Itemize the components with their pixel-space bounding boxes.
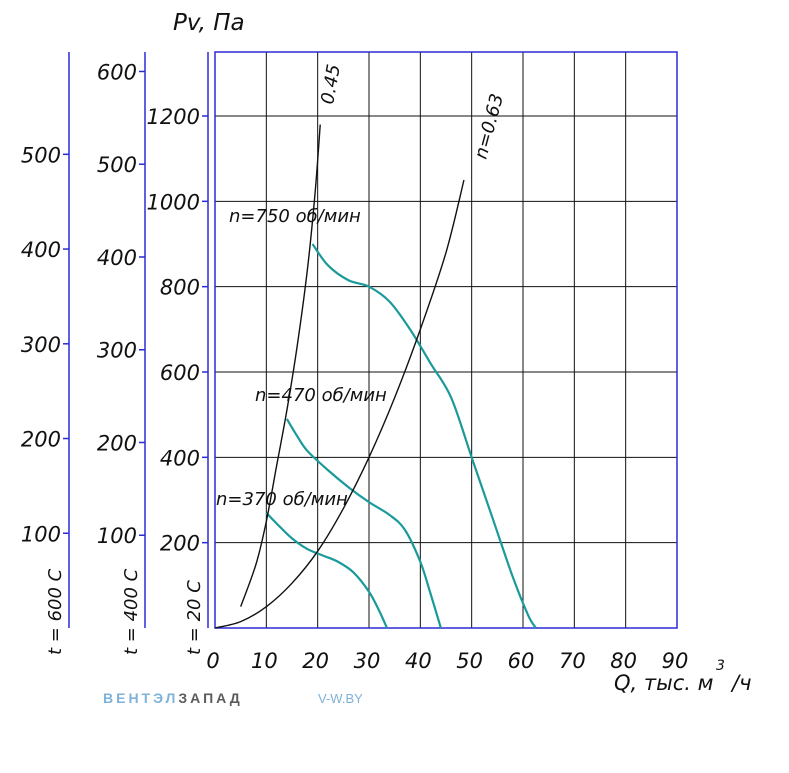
x-tick-label: 80	[610, 649, 637, 673]
x-axis-title: Q, тыс. м	[614, 671, 714, 695]
y-tick-label: 600	[160, 361, 200, 385]
curve-label: 0.45	[317, 63, 345, 106]
series-line-2	[265, 512, 388, 629]
curve-label: n=750 об/мин	[229, 206, 361, 227]
axes	[63, 51, 678, 629]
curve-label: n=370 об/мин	[216, 489, 348, 510]
x-axis-title-tail: /ч	[730, 671, 751, 695]
curve-label: n=0.63	[471, 92, 509, 162]
x-tick-label: 60	[508, 649, 535, 673]
y-tick-label: 400	[21, 238, 61, 262]
x-tick-label: 40	[405, 649, 432, 673]
x-tick-label: 10	[251, 649, 278, 673]
y-tick-label: 800	[160, 276, 200, 300]
series-line-4	[214, 179, 465, 629]
axis-temperature-label: t = 400 C	[121, 568, 142, 655]
x-axis-title-superscript: 3	[716, 658, 725, 674]
brand-logo-part2: ЗАПАД	[178, 690, 243, 706]
series-line-1	[285, 418, 442, 629]
y-tick-label: 200	[160, 532, 200, 556]
y-tick-label: 500	[97, 153, 137, 177]
y-tick-label: 500	[21, 143, 61, 167]
y-tick-label: 200	[21, 428, 61, 452]
site-url: V-W.BY	[318, 691, 363, 706]
brand-logo-part1: ВЕНТЭЛ	[103, 690, 179, 706]
x-tick-label: 50	[456, 649, 483, 673]
x-tick-label: 30	[354, 649, 381, 673]
x-tick-label: 70	[559, 649, 586, 673]
axis-temperature-label: t = 600 C	[45, 568, 66, 655]
x-tick-label: 90	[662, 649, 689, 673]
curves	[214, 124, 537, 629]
y-tick-label: 300	[97, 339, 137, 363]
axis-temperature-label: t = 20 C	[184, 580, 205, 655]
x-tick-label: 0	[206, 649, 219, 673]
y-tick-label: 400	[97, 246, 137, 270]
grid	[215, 52, 677, 628]
y-axis-title: Pv, Па	[173, 10, 245, 36]
y-tick-label: 600	[97, 60, 137, 84]
brand-logo: ВЕНТЭЛЗАПАД	[103, 690, 243, 706]
y-tick-label: 100	[97, 524, 137, 548]
series-line-3	[240, 124, 321, 607]
y-tick-label: 200	[97, 431, 137, 455]
y-tick-label: 300	[21, 333, 61, 357]
plot-frame	[214, 51, 678, 629]
series-line-0	[311, 243, 537, 629]
curve-label: n=470 об/мин	[255, 385, 387, 406]
y-tick-label: 400	[160, 446, 200, 470]
y-tick-label: 1200	[147, 105, 200, 129]
y-tick-label: 100	[21, 522, 61, 546]
x-tick-label: 20	[302, 649, 329, 673]
y-tick-label: 1000	[147, 190, 200, 214]
